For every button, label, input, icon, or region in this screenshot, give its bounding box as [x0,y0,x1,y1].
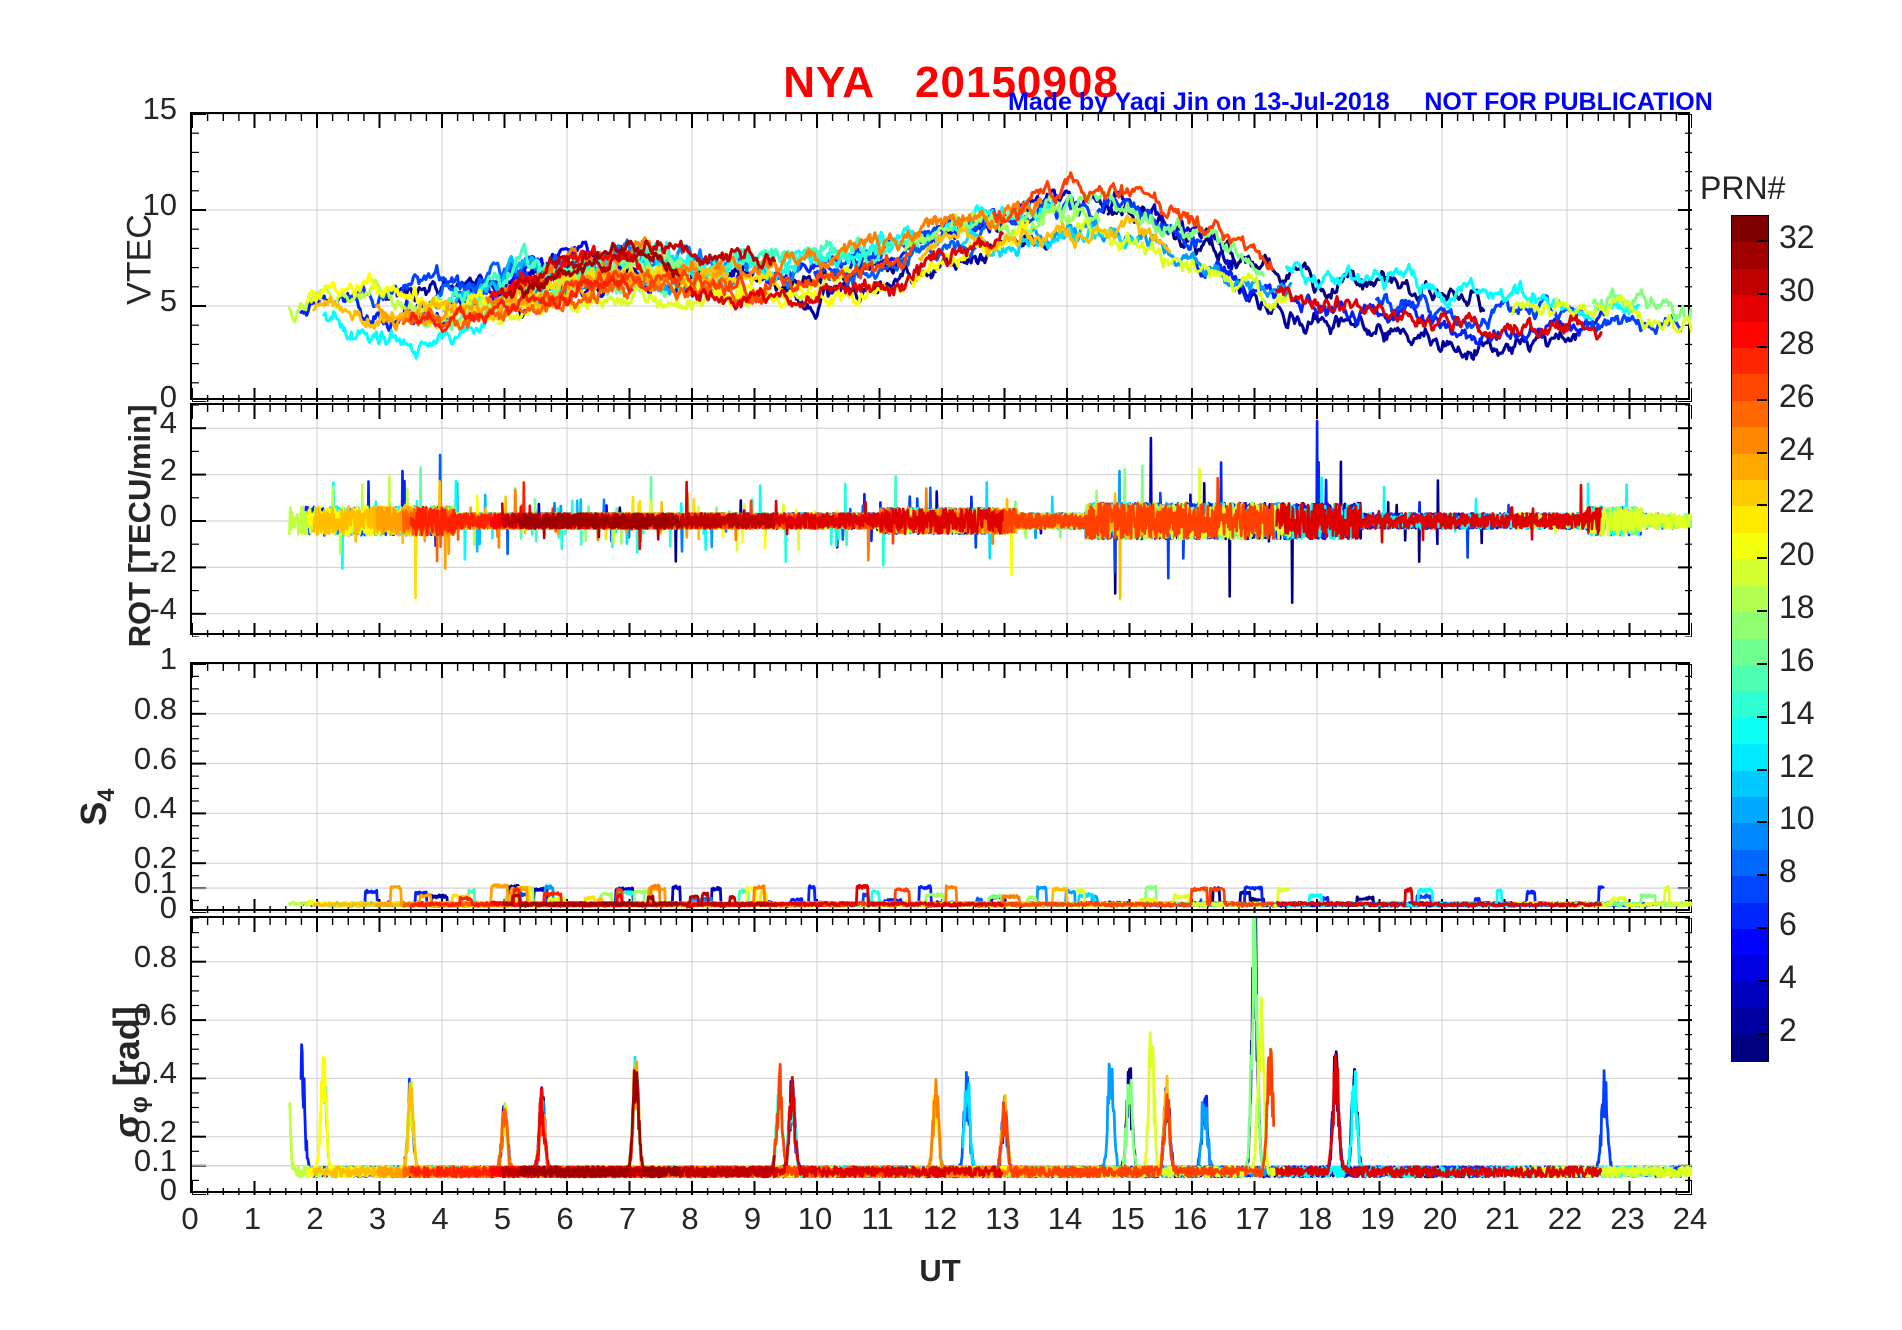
x-tick-16: 16 [1172,1201,1208,1236]
x-tick-24: 24 [1672,1201,1708,1236]
colorbar-tick-label-32: 32 [1779,219,1815,256]
x-tick-12: 12 [922,1201,958,1236]
colorbar-tick-label-2: 2 [1779,1011,1797,1048]
x-tick-11: 11 [861,1201,894,1236]
y-tick-p3-0: 0 [159,890,177,925]
x-tick-22: 22 [1547,1201,1583,1236]
colorbar-tick-label-28: 28 [1779,325,1815,362]
y-tick-p4-0.6: 0.6 [133,997,177,1033]
colorbar-title: PRN# [1700,170,1786,206]
colorbar-tick-label-16: 16 [1779,641,1815,678]
figure-title: NYA 20150908 [0,58,1902,108]
y-tick-p4-0.1: 0.1 [133,1142,177,1178]
x-tick-7: 7 [618,1201,637,1236]
x-tick-13: 13 [985,1201,1020,1236]
panel-rot [190,403,1692,637]
y-tick-p4-0: 0 [159,1172,177,1207]
y-tick-p2-4: 4 [159,405,177,441]
author-stamp: Made by Yaqi Jin on 13-Jul-2018 NOT FOR … [1008,88,1713,116]
colorbar-tick-label-10: 10 [1779,800,1815,837]
colorbar-tick-mark [1757,504,1767,507]
title-station: NYA [783,58,876,107]
axis-label-ut: UT [919,1253,961,1288]
colorbar-tick-label-14: 14 [1779,694,1815,731]
x-tick-9: 9 [743,1201,762,1236]
y-tick-p4-0.8: 0.8 [133,938,177,974]
y-tick-p2--2: -2 [149,544,177,580]
colorbar-tick-label-24: 24 [1779,430,1815,467]
y-tick-p1-5: 5 [159,283,177,318]
y-tick-p3-0.1: 0.1 [133,865,177,901]
y-tick-p1-0: 0 [159,379,177,414]
x-tick-10: 10 [797,1201,833,1236]
x-tick-17: 17 [1235,1201,1270,1236]
colorbar-tick-label-30: 30 [1779,272,1815,309]
colorbar-tick-label-22: 22 [1779,483,1815,520]
x-tick-4: 4 [431,1201,449,1236]
colorbar-tick-mark [1757,346,1767,349]
x-tick-15: 15 [1110,1201,1145,1236]
colorbar-tick-label-4: 4 [1779,958,1797,995]
x-tick-19: 19 [1360,1201,1395,1236]
colorbar-tick-mark [1757,1032,1767,1035]
colorbar-tick-label-18: 18 [1779,589,1815,626]
x-tick-20: 20 [1422,1201,1458,1236]
panel-s4 [190,662,1692,913]
x-tick-21: 21 [1485,1201,1520,1236]
colorbar-tick-mark [1757,293,1767,296]
y-tick-p2-0: 0 [159,498,177,533]
y-tick-p4-0.4: 0.4 [133,1055,177,1091]
panel-sigma-phi [190,916,1692,1195]
x-tick-23: 23 [1610,1201,1645,1236]
y-tick-p3-1: 1 [159,641,177,676]
colorbar-tick-mark [1757,240,1767,243]
colorbar-tick-label-20: 20 [1779,536,1815,573]
y-tick-p4-0.2: 0.2 [133,1113,177,1149]
x-tick-8: 8 [681,1201,699,1236]
colorbar-tick-mark [1757,821,1767,824]
y-tick-p2--4: -4 [149,590,177,626]
y-tick-p2-2: 2 [159,451,177,487]
x-tick-18: 18 [1297,1201,1333,1236]
x-tick-2: 2 [306,1201,324,1236]
colorbar-tick-mark [1757,715,1767,718]
x-tick-14: 14 [1047,1201,1083,1236]
y-tick-p3-0.6: 0.6 [133,740,177,776]
colorbar-tick-mark [1757,926,1767,929]
colorbar-tick-mark [1757,451,1767,454]
title-date: 20150908 [915,58,1119,107]
sigma-subscript: φ [126,1096,154,1114]
colorbar-tick-mark [1757,874,1767,877]
colorbar-tick-mark [1757,610,1767,613]
x-tick-0: 0 [181,1201,199,1236]
colorbar-tick-mark [1757,979,1767,982]
y-tick-p3-0.8: 0.8 [133,690,177,726]
y-tick-p1-10: 10 [142,187,177,222]
y-tick-p3-0.2: 0.2 [133,840,177,876]
colorbar-tick-label-12: 12 [1779,747,1815,784]
colorbar-tick-mark [1757,768,1767,771]
x-tick-1: 1 [243,1201,262,1236]
y-tick-p3-0.4: 0.4 [133,790,177,826]
x-tick-6: 6 [556,1201,574,1236]
colorbar-tick-mark [1757,557,1767,560]
colorbar-tick-label-8: 8 [1779,853,1797,890]
colorbar-tick-label-26: 26 [1779,377,1815,414]
panel-vtec [190,112,1692,402]
colorbar [1731,215,1769,1062]
y-tick-p1-15: 15 [142,91,177,126]
colorbar-tick-mark [1757,398,1767,401]
x-tick-5: 5 [493,1201,512,1236]
x-tick-3: 3 [368,1201,387,1236]
colorbar-tick-label-6: 6 [1779,905,1797,942]
colorbar-tick-mark [1757,662,1767,665]
